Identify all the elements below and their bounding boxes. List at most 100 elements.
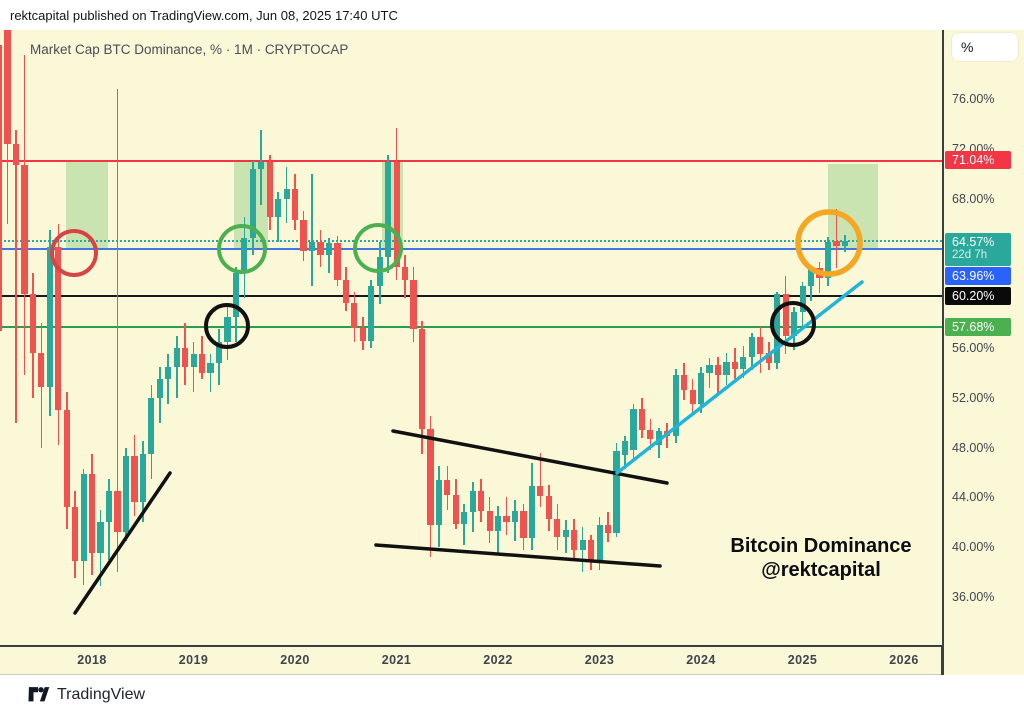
candle-body [368, 285, 375, 341]
y-tick-label: 44.00% [952, 490, 995, 505]
candle-body [723, 361, 730, 376]
candle-body [537, 486, 544, 497]
candle-body [165, 366, 172, 380]
candle-body [334, 243, 341, 280]
candle-wick [835, 208, 838, 269]
candle-body [72, 507, 79, 561]
price-label: 64.57% 22d 7h [945, 233, 1011, 266]
candle-body [393, 162, 400, 268]
candle-body [351, 303, 358, 329]
wedge-bottom [374, 543, 662, 568]
highlight-box [66, 161, 108, 249]
candle-body [621, 441, 629, 456]
tradingview-brand[interactable]: TradingView [57, 685, 146, 703]
candle-body [63, 410, 70, 508]
footer: TradingView [0, 676, 1024, 713]
candle-body [520, 511, 527, 539]
price-label: 63.96% [945, 267, 1011, 285]
candle-body [89, 473, 96, 554]
y-tick-label: 36.00% [952, 590, 995, 604]
candle-body [46, 247, 53, 387]
candle-body [824, 242, 832, 279]
candle-body [469, 491, 476, 513]
candle-body [300, 219, 307, 251]
y-tick-label: 52.00% [952, 390, 995, 405]
candle-body [198, 354, 206, 373]
price-axis[interactable]: % 76.00%72.00%68.00%64.00%60.00%56.00%52… [942, 30, 1024, 675]
candle-body [816, 268, 823, 279]
unit-percent-button[interactable]: % [952, 33, 1018, 61]
candle-body [528, 486, 536, 539]
candle-body [114, 491, 121, 533]
attribution-text: rektcapital published on TradingView.com… [0, 0, 1024, 30]
candle-wick [15, 130, 17, 423]
x-tick-label: 2021 [381, 653, 412, 667]
wedge-top [391, 429, 669, 485]
candle-body [359, 328, 366, 341]
candle-body [105, 491, 113, 523]
candle-wick [167, 354, 170, 405]
level-line [0, 325, 942, 328]
candle-body [435, 479, 442, 525]
candle-body [4, 30, 11, 144]
x-tick-label: 2020 [280, 653, 310, 667]
y-tick-label: 68.00% [952, 191, 995, 206]
candle-body [224, 316, 231, 342]
candle-body [841, 241, 848, 246]
candle-body [207, 362, 214, 373]
tradingview-logo-icon[interactable] [28, 685, 50, 704]
candle-body [706, 365, 713, 373]
candle-body [232, 273, 239, 317]
candle-wick [175, 335, 178, 398]
price-pane[interactable]: Market Cap BTC Dominance, % · 1M · CRYPT… [0, 30, 942, 645]
candle-body [241, 238, 248, 274]
candle-body [461, 512, 468, 524]
candle-body [698, 372, 705, 405]
time-axis[interactable]: 2018 2019 2020 2021 2022 2023 2024 2025 2026 [0, 645, 1024, 675]
candle-body [774, 294, 781, 363]
price-label: 57.68% [945, 318, 1011, 336]
candle-body [672, 375, 679, 437]
candle-body [647, 430, 654, 439]
candle-body [182, 348, 189, 367]
candle-body [681, 375, 688, 391]
candle-body [714, 365, 722, 376]
candle-body [173, 348, 180, 367]
candle-body [740, 356, 747, 370]
candle-body [503, 516, 510, 523]
x-tick-label: 2018 [77, 653, 107, 667]
candle-body [258, 162, 265, 169]
candle-body [638, 409, 645, 431]
candle-body [249, 168, 256, 239]
candle-body [308, 242, 316, 251]
candle-wick [539, 452, 542, 508]
candle-wick [311, 173, 313, 286]
y-tick-label: 40.00% [952, 540, 995, 555]
y-tick-label: 48.00% [952, 440, 995, 455]
candle-body [80, 473, 87, 561]
candle-countdown: 22d 7h [952, 249, 988, 261]
candle-body [156, 379, 163, 398]
candle-body [401, 267, 409, 280]
candle-body [444, 479, 451, 495]
candle-body [266, 162, 273, 218]
candle-wick [277, 192, 279, 243]
candle-body [325, 243, 333, 255]
candle-body [317, 242, 324, 255]
candle-body [21, 164, 28, 295]
candle-body [452, 494, 459, 524]
level-line [0, 294, 942, 297]
x-tick-label: 2025 [787, 653, 818, 667]
x-tick-label: 2019 [178, 653, 209, 667]
candle-body [215, 341, 223, 363]
candle-body [275, 198, 282, 218]
price-label: 60.20% [945, 287, 1011, 305]
candle-wick [328, 238, 330, 274]
candle-wick [116, 89, 119, 573]
candle-body [131, 456, 138, 503]
candle-body [664, 431, 671, 437]
candle-body [418, 329, 426, 429]
candle-body [833, 240, 840, 246]
candle-wick [209, 354, 212, 392]
x-tick-label: 2026 [889, 653, 919, 667]
